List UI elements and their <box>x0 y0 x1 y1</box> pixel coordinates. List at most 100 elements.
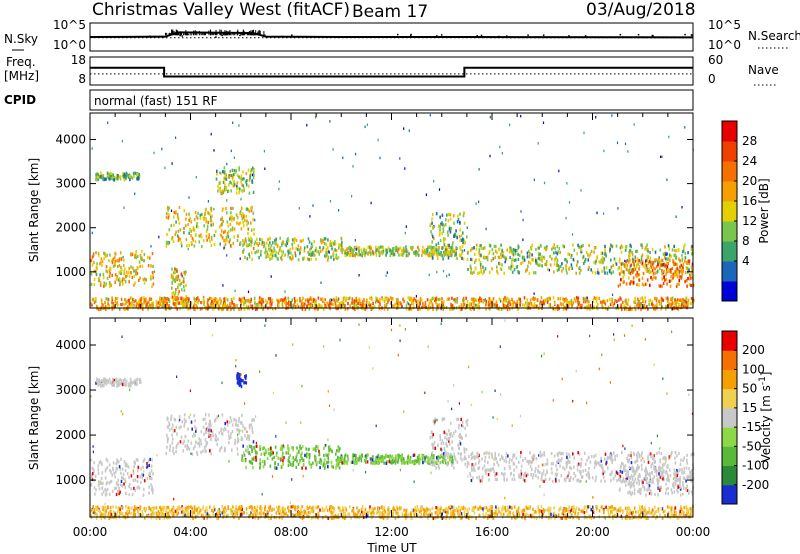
echo-cell <box>95 251 97 255</box>
echo-cell <box>141 476 144 480</box>
echo-cell <box>351 300 354 304</box>
echo-cell <box>167 240 169 244</box>
echo-cell <box>302 296 304 300</box>
echo-cell <box>407 296 410 300</box>
echo-cell <box>640 255 643 259</box>
noise-cell <box>161 147 163 151</box>
echo-cell <box>97 279 100 283</box>
echo-cell <box>660 263 663 267</box>
echo-cell <box>105 254 107 258</box>
echo-cell <box>141 257 143 261</box>
echo-cell <box>105 492 108 496</box>
echo-cell <box>168 206 170 210</box>
noise-cell <box>543 255 545 259</box>
echo-cell <box>547 296 550 300</box>
echo-cell <box>444 436 446 440</box>
echo-cell <box>294 237 296 241</box>
echo-cell <box>143 253 146 257</box>
echo-cell <box>388 459 391 463</box>
echo-cell <box>620 270 623 274</box>
echo-cell <box>91 255 94 259</box>
echo-cell <box>158 304 161 308</box>
echo-cell <box>507 296 509 301</box>
noise-cell <box>213 207 215 211</box>
echo-cell <box>108 269 111 273</box>
echo-cell <box>98 307 100 311</box>
echo-cell <box>157 301 160 305</box>
echo-cell <box>447 250 449 254</box>
echo-cell <box>638 264 641 268</box>
echo-cell <box>649 250 651 255</box>
echo-cell <box>310 463 313 467</box>
noise-cell <box>342 156 344 160</box>
echo-cell <box>133 174 135 178</box>
echo-cell <box>179 283 181 287</box>
echo-cell <box>106 459 109 463</box>
echo-cell <box>475 247 478 251</box>
echo-cell <box>533 305 535 309</box>
echo-cell <box>673 244 675 248</box>
echo-cell <box>151 252 154 256</box>
echo-cell <box>454 297 457 301</box>
echo-cell <box>629 248 631 253</box>
echo-cell <box>111 489 114 493</box>
echo-cell <box>233 227 236 231</box>
echo-cell <box>273 249 276 253</box>
echo-cell <box>674 261 676 265</box>
echo-cell <box>445 253 448 257</box>
echo-cell <box>659 248 662 252</box>
echo-cell <box>553 262 556 266</box>
echo-cell <box>310 302 313 306</box>
echo-cell <box>648 271 650 275</box>
echo-cell <box>658 256 660 260</box>
noise-cell <box>366 123 368 126</box>
echo-cell <box>678 269 681 273</box>
echo-cell <box>230 419 233 423</box>
echo-cell <box>125 383 127 387</box>
echo-cell <box>639 260 641 264</box>
echo-cell <box>460 452 462 456</box>
echo-cell <box>556 245 559 249</box>
echo-cell <box>584 297 586 301</box>
echo-cell <box>284 253 286 257</box>
echo-cell <box>685 261 688 265</box>
echo-cell <box>287 451 290 455</box>
echo-cell <box>623 263 626 267</box>
echo-cell <box>261 238 263 242</box>
echo-cell <box>653 307 655 311</box>
echo-cell <box>398 253 400 257</box>
echo-cell <box>279 447 282 451</box>
echo-cell <box>155 300 158 304</box>
echo-cell <box>604 302 607 306</box>
echo-cell <box>638 259 640 263</box>
echo-cell <box>234 442 236 446</box>
echo-cell <box>103 177 106 182</box>
echo-cell <box>470 257 472 261</box>
echo-cell <box>381 297 384 301</box>
echo-cell <box>241 429 244 433</box>
echo-cell <box>589 252 592 256</box>
echo-cell <box>652 305 654 309</box>
echo-cell <box>159 299 161 303</box>
echo-cell <box>407 457 409 461</box>
echo-cell <box>117 489 119 493</box>
echo-cell <box>415 253 417 257</box>
echo-cell <box>361 304 364 308</box>
echo-cell <box>133 460 136 464</box>
echo-cell <box>449 253 452 257</box>
echo-cell <box>272 249 275 253</box>
echo-cell <box>101 175 104 179</box>
echo-cell <box>636 258 639 262</box>
echo-cell <box>410 246 413 250</box>
echo-cell <box>248 252 250 256</box>
echo-cell <box>363 249 366 253</box>
echo-cell <box>209 420 212 424</box>
echo-cell <box>115 277 118 281</box>
echo-cell <box>220 445 223 449</box>
echo-cell <box>210 209 213 213</box>
echo-cell <box>424 300 427 305</box>
echo-cell <box>630 263 632 267</box>
noise-cell <box>331 299 333 302</box>
echo-cell <box>332 250 335 254</box>
echo-cell <box>314 302 316 306</box>
